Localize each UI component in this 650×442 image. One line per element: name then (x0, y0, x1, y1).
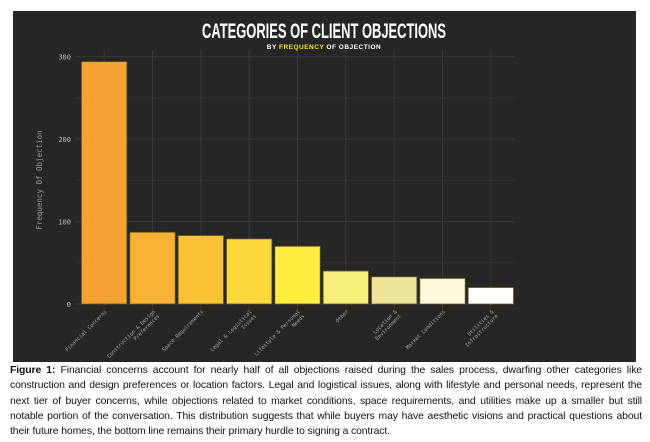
bar (371, 276, 418, 305)
x-tick-label: Lifestyle & PersonalNeeds (253, 309, 306, 362)
bar (129, 231, 176, 305)
x-tick-label: Construction & DesignPreferences (106, 309, 161, 362)
bar (322, 270, 369, 305)
subtitle-part: BY (267, 44, 279, 51)
x-tick-label: Legal & LogisticalIssues (210, 309, 258, 357)
chart-title: CATEGORIES OF CLIENT OBJECTIONS (202, 20, 446, 43)
x-tick-label: Financial Concerns (65, 309, 109, 353)
x-tick-label-line: Lifestyle & Personal (253, 309, 301, 357)
y-tick-label: 300 (58, 54, 71, 62)
x-tick-label-line: Other (335, 309, 350, 324)
bar (177, 235, 224, 305)
chart-subtitle: BY FREQUENCY OF OBJECTION (267, 44, 381, 51)
x-tick-label: Other (335, 309, 350, 324)
y-tick-label: 100 (58, 219, 71, 227)
x-tick-label-line: Construction & Design (106, 309, 157, 360)
figure-caption: Figure 1: Financial concerns account for… (10, 363, 642, 439)
x-tick-label: Space Requirements (161, 309, 205, 353)
x-tick-label-line: Market Conditions (405, 309, 447, 351)
y-tick-label: 200 (58, 136, 71, 144)
bar (81, 61, 128, 305)
subtitle-part: FREQUENCY (279, 44, 324, 51)
x-tick-label: Market Conditions (405, 309, 447, 351)
caption-text: Financial concerns account for nearly ha… (10, 365, 642, 438)
y-axis-label: Frequency Of Objection (35, 130, 44, 229)
x-tick-label-line: Financial Concerns (65, 309, 109, 353)
y-tick-label: 0 (67, 301, 71, 309)
chart-svg: 0 100 200 300 Frequency Of Objection Financia… (35, 20, 515, 362)
bar-chart: 0 100 200 300 Frequency Of Objection Financia… (13, 11, 636, 362)
x-tick-label: Utilities &Infrastructure (460, 309, 500, 349)
x-tick-label-line: Legal & Logistical (210, 309, 254, 353)
bar (419, 278, 466, 305)
bar (226, 238, 273, 305)
subtitle-part: OF OBJECTION (324, 44, 381, 51)
bar (467, 287, 514, 305)
x-tick-label: Location &Environment (370, 309, 404, 343)
bar (274, 245, 321, 305)
x-tick-label-line: Space Requirements (161, 309, 205, 353)
caption-label: Figure 1: (10, 365, 56, 376)
